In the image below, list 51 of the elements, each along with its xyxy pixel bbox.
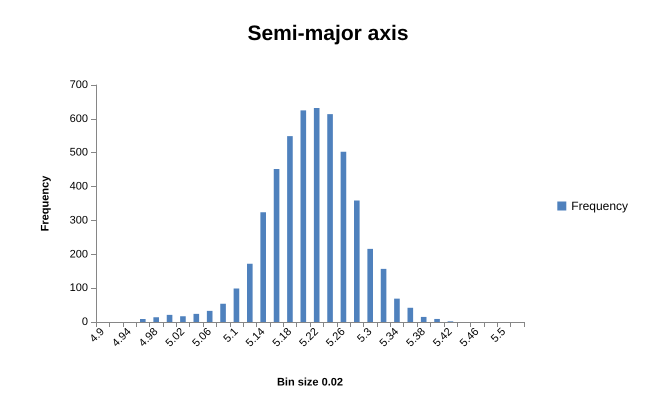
legend-label: Frequency — [571, 199, 628, 213]
bar — [220, 304, 226, 322]
bar — [434, 318, 440, 322]
y-tick-label: 300 — [70, 214, 88, 226]
x-tick-label: 5.1 — [221, 326, 241, 346]
x-tick-label: 5.02 — [164, 326, 188, 350]
bar — [206, 310, 212, 322]
x-tick-label: 5.38 — [404, 326, 428, 350]
bar — [194, 314, 200, 322]
chart-title: Semi-major axis — [247, 22, 409, 45]
x-tick-label: 5.14 — [244, 326, 268, 350]
bar — [327, 114, 333, 322]
bar — [340, 152, 346, 322]
bar — [367, 248, 373, 322]
y-tick-label: 400 — [70, 180, 88, 193]
bar — [408, 308, 414, 322]
bar — [314, 108, 320, 322]
y-tick-label: 500 — [70, 146, 88, 159]
x-tick-label: 5.34 — [378, 326, 402, 350]
x-tick-label: 5.18 — [270, 326, 294, 350]
y-tick-label: 700 — [70, 79, 88, 91]
bar — [260, 212, 266, 322]
x-tick-label: 5.06 — [190, 326, 214, 350]
x-tick-label: 5.26 — [324, 326, 348, 350]
bar — [287, 136, 293, 322]
bar — [234, 288, 240, 322]
bar — [354, 200, 360, 322]
bar — [380, 268, 386, 322]
bar — [247, 264, 253, 322]
x-tick-label: 5.46 — [458, 326, 482, 350]
bar — [300, 110, 306, 322]
bar — [274, 168, 280, 322]
y-tick-label: 100 — [70, 282, 88, 294]
bar — [180, 316, 186, 322]
bar — [140, 318, 146, 322]
y-axis-title: Frequency — [40, 174, 52, 232]
x-axis-title: Bin size 0.02 — [276, 376, 344, 388]
bar — [153, 317, 159, 322]
bar — [394, 298, 400, 322]
y-tick-label: 200 — [70, 248, 88, 260]
x-tick-label: 5.22 — [297, 326, 321, 350]
x-tick-label: 4.98 — [136, 326, 160, 350]
x-tick-label: 5.3 — [355, 326, 374, 346]
x-tick-label: 4.94 — [110, 326, 134, 350]
x-tick-label: 5.5 — [488, 326, 508, 346]
y-tick-label: 0 — [82, 316, 88, 328]
x-tick-label: 5.42 — [431, 326, 455, 350]
y-tick-label: 600 — [70, 112, 88, 125]
x-tick-label: 4.9 — [88, 326, 107, 346]
bar — [420, 316, 426, 322]
bar — [166, 314, 172, 322]
